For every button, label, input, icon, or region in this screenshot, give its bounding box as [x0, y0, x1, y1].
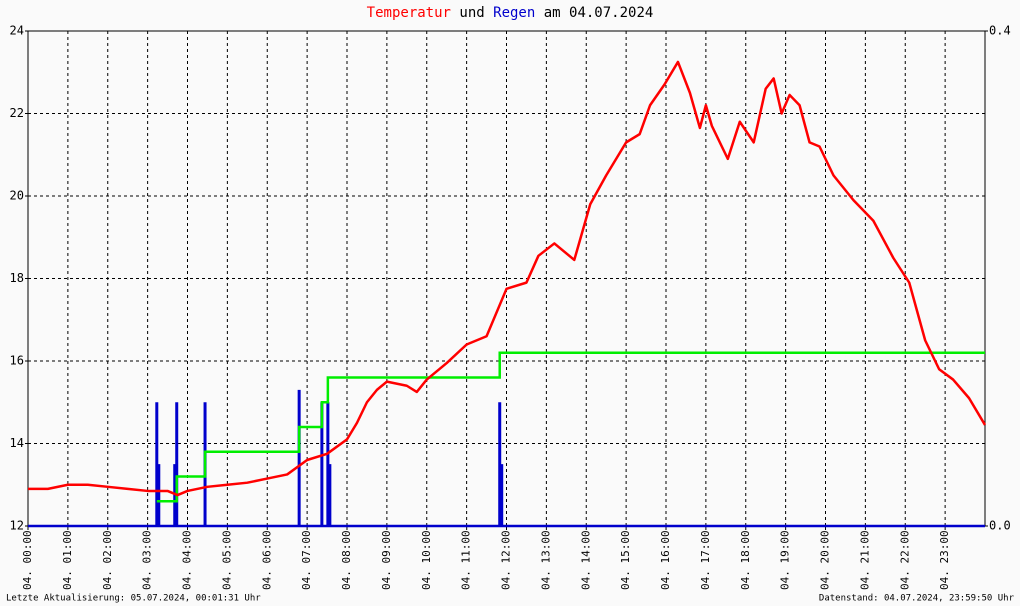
- x-tick-label: 04. 18:00: [739, 530, 752, 590]
- x-tick-label: 04. 21:00: [858, 530, 871, 590]
- footer-left: Letzte Aktualisierung: 05.07.2024, 00:01…: [6, 594, 261, 604]
- x-tick-label: 04. 19:00: [779, 530, 792, 590]
- x-tick-label: 04. 05:00: [220, 530, 233, 590]
- x-tick-label: 04. 02:00: [101, 530, 114, 590]
- x-tick-label: 04. 01:00: [61, 530, 74, 590]
- x-tick-label: 04. 20:00: [819, 530, 832, 590]
- x-tick-label: 04. 16:00: [659, 530, 672, 590]
- x-tick-label: 04. 07:00: [300, 530, 313, 590]
- title-part: und: [459, 5, 484, 21]
- x-tick-label: 04. 22:00: [898, 530, 911, 590]
- x-tick-label: 04. 12:00: [500, 530, 513, 590]
- x-tick-label: 04. 03:00: [141, 530, 154, 590]
- y2-tick-label: 0.4: [989, 24, 1011, 38]
- title-part: Regen: [493, 5, 535, 21]
- y-tick-label: 20: [10, 189, 24, 203]
- title-part: am 04.07.2024: [544, 5, 654, 21]
- x-tick-label: 04. 14:00: [579, 530, 592, 590]
- chart-title: Temperatur und Regen am 04.07.2024: [367, 5, 654, 21]
- x-tick-label: 04. 23:00: [938, 530, 951, 590]
- x-tick-label: 04. 06:00: [260, 530, 273, 590]
- x-tick-label: 04. 11:00: [460, 530, 473, 590]
- x-tick-label: 04. 00:00: [21, 530, 34, 590]
- title-part: Temperatur: [367, 5, 451, 21]
- x-tick-label: 04. 09:00: [380, 530, 393, 590]
- y-tick-label: 12: [10, 519, 24, 533]
- x-tick-label: 04. 13:00: [539, 530, 552, 590]
- y2-tick-label: 0.0: [989, 519, 1011, 533]
- y-tick-label: 24: [10, 24, 24, 38]
- x-tick-label: 04. 04:00: [181, 530, 194, 590]
- footer-right: Datenstand: 04.07.2024, 23:59:50 Uhr: [819, 594, 1015, 604]
- y-tick-label: 22: [10, 106, 24, 120]
- y-tick-label: 14: [10, 436, 24, 450]
- x-tick-label: 04. 17:00: [699, 530, 712, 590]
- x-tick-label: 04. 15:00: [619, 530, 632, 590]
- y-tick-label: 16: [10, 354, 24, 368]
- x-tick-label: 04. 10:00: [420, 530, 433, 590]
- temperature-line: [28, 60, 987, 497]
- y-tick-label: 18: [10, 271, 24, 285]
- x-tick-label: 04. 08:00: [340, 530, 353, 590]
- cumulative-rain-line: [156, 351, 985, 503]
